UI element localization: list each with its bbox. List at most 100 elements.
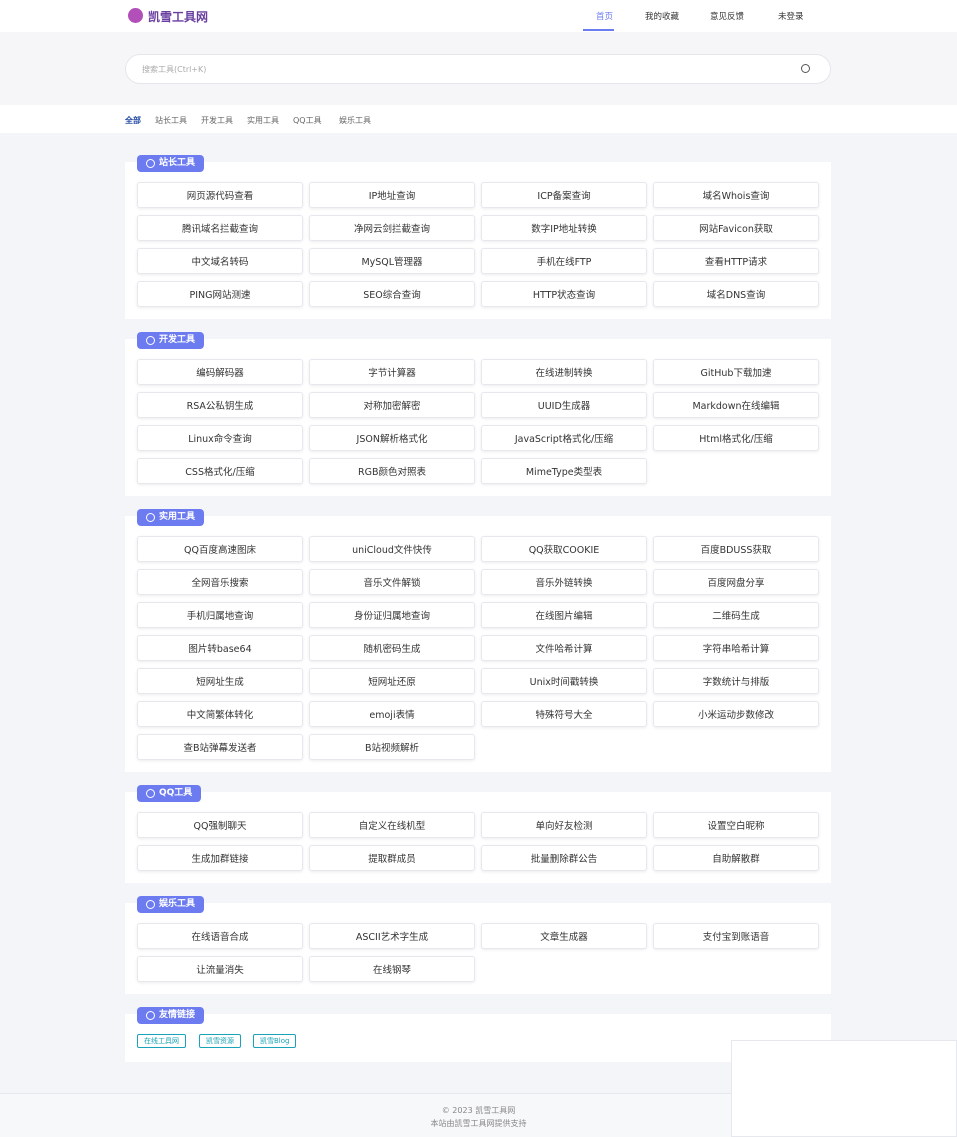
tool-button[interactable]: JSON解析格式化 xyxy=(309,425,475,451)
tool-button[interactable]: emoji表情 xyxy=(309,701,475,727)
overlay-panel xyxy=(731,1040,957,1137)
tool-button[interactable]: HTTP状态查询 xyxy=(481,281,647,307)
tool-button[interactable]: ASCII艺术字生成 xyxy=(309,923,475,949)
tab[interactable]: 娱乐工具 xyxy=(339,116,371,125)
tool-button[interactable]: 对称加密解密 xyxy=(309,392,475,418)
tool-button[interactable]: 百度网盘分享 xyxy=(653,569,819,595)
tool-button[interactable]: 自定义在线机型 xyxy=(309,812,475,838)
tool-button[interactable]: CSS格式化/压缩 xyxy=(137,458,303,484)
search-box[interactable]: 搜索工具(Ctrl+K) xyxy=(125,54,831,84)
nav-item[interactable]: 未登录 xyxy=(778,12,804,22)
tool-button[interactable]: 图片转base64 xyxy=(137,635,303,661)
nav-active xyxy=(583,29,614,31)
tool-button[interactable]: 百度BDUSS获取 xyxy=(653,536,819,562)
tool-button[interactable]: 中文简繁体转化 xyxy=(137,701,303,727)
tool-button[interactable]: 特殊符号大全 xyxy=(481,701,647,727)
tool-button[interactable]: 字节计算器 xyxy=(309,359,475,385)
tool-button[interactable]: 中文域名转码 xyxy=(137,248,303,274)
tool-button[interactable]: 查B站弹幕发送者 xyxy=(137,734,303,760)
tool-button[interactable]: ICP备案查询 xyxy=(481,182,647,208)
tool-button[interactable]: 文章生成器 xyxy=(481,923,647,949)
tool-button[interactable]: 身份证归属地查询 xyxy=(309,602,475,628)
logo-icon xyxy=(128,8,143,23)
tool-button[interactable]: 小米运动步数修改 xyxy=(653,701,819,727)
tool-button[interactable]: 网站Favicon获取 xyxy=(653,215,819,241)
tool-button[interactable]: QQ百度高速图床 xyxy=(137,536,303,562)
footer-line: © 2023 凯雪工具网 xyxy=(441,1106,516,1115)
tool-button[interactable]: 全网音乐搜索 xyxy=(137,569,303,595)
logo[interactable]: 凯雪工具网 xyxy=(148,10,209,24)
tool-button[interactable]: 短网址生成 xyxy=(137,668,303,694)
tool-button[interactable]: MimeType类型表 xyxy=(481,458,647,484)
tool-button[interactable]: 短网址还原 xyxy=(309,668,475,694)
tool-button[interactable]: 自助解散群 xyxy=(653,845,819,871)
tool-button[interactable]: SEO综合查询 xyxy=(309,281,475,307)
section-title: 站长工具 xyxy=(137,155,205,172)
tool-button[interactable]: 随机密码生成 xyxy=(309,635,475,661)
tool-button[interactable]: JavaScript格式化/压缩 xyxy=(481,425,647,451)
links-card xyxy=(125,1014,831,1062)
tool-button[interactable]: RSA公私钥生成 xyxy=(137,392,303,418)
tool-button[interactable]: RGB颜色对照表 xyxy=(309,458,475,484)
tool-button[interactable]: GitHub下载加速 xyxy=(653,359,819,385)
tool-button[interactable]: 批量删除群公告 xyxy=(481,845,647,871)
tool-button[interactable]: 提取群成员 xyxy=(309,845,475,871)
tool-button[interactable]: 腾讯域名拦截查询 xyxy=(137,215,303,241)
tool-button[interactable]: UUID生成器 xyxy=(481,392,647,418)
tool-button[interactable]: 字数统计与排版 xyxy=(653,668,819,694)
tab[interactable]: 开发工具 xyxy=(201,116,233,125)
section-title: 开发工具 xyxy=(137,332,205,349)
search-icon xyxy=(801,64,810,73)
section-title: QQ工具 xyxy=(137,785,202,802)
tool-button[interactable]: 让流量消失 xyxy=(137,956,303,982)
tool-button[interactable]: 生成加群链接 xyxy=(137,845,303,871)
nav-item[interactable]: 我的收藏 xyxy=(645,12,680,22)
tool-button[interactable]: 字符串哈希计算 xyxy=(653,635,819,661)
tool-button[interactable]: 域名DNS查询 xyxy=(653,281,819,307)
tool-button[interactable]: 手机在线FTP xyxy=(481,248,647,274)
tool-button[interactable]: PING网站测速 xyxy=(137,281,303,307)
tool-button[interactable]: uniCloud文件快传 xyxy=(309,536,475,562)
tool-button[interactable]: 文件哈希计算 xyxy=(481,635,647,661)
tool-button[interactable]: 在线语音合成 xyxy=(137,923,303,949)
tool-button[interactable]: B站视频解析 xyxy=(309,734,475,760)
footer-line: 本站由凯雪工具网提供支持 xyxy=(430,1119,527,1128)
tool-button[interactable]: 在线图片编辑 xyxy=(481,602,647,628)
tool-button[interactable]: 音乐外链转换 xyxy=(481,569,647,595)
tool-button[interactable]: Linux命令查询 xyxy=(137,425,303,451)
tool-button[interactable]: 查看HTTP请求 xyxy=(653,248,819,274)
tool-button[interactable]: 单向好友检测 xyxy=(481,812,647,838)
tool-button[interactable]: 编码解码器 xyxy=(137,359,303,385)
tab[interactable]: 站长工具 xyxy=(155,116,187,125)
tool-button[interactable]: QQ获取COOKIE xyxy=(481,536,647,562)
nav-item[interactable]: 意见反馈 xyxy=(710,12,745,22)
hero: 搜索工具(Ctrl+K) xyxy=(0,32,957,105)
nav-item[interactable]: 首页 xyxy=(596,12,614,22)
tool-button[interactable]: 设置空白昵称 xyxy=(653,812,819,838)
tool-button[interactable]: 域名Whois查询 xyxy=(653,182,819,208)
tool-button[interactable]: Html格式化/压缩 xyxy=(653,425,819,451)
tool-button[interactable]: 数字IP地址转换 xyxy=(481,215,647,241)
tool-button[interactable]: QQ强制聊天 xyxy=(137,812,303,838)
tab[interactable]: 全部 xyxy=(125,116,141,125)
tool-button[interactable]: 支付宝到账语音 xyxy=(653,923,819,949)
tool-button[interactable]: 在线钢琴 xyxy=(309,956,475,982)
friend-link[interactable]: 凯雪Blog xyxy=(253,1034,297,1048)
tool-button[interactable]: 网页源代码查看 xyxy=(137,182,303,208)
tool-button[interactable]: 手机归属地查询 xyxy=(137,602,303,628)
tool-button[interactable]: 在线进制转换 xyxy=(481,359,647,385)
tool-button[interactable]: MySQL管理器 xyxy=(309,248,475,274)
tool-button[interactable]: IP地址查询 xyxy=(309,182,475,208)
section-title: 实用工具 xyxy=(137,509,205,526)
tool-button[interactable]: Markdown在线编辑 xyxy=(653,392,819,418)
tool-button[interactable]: 二维码生成 xyxy=(653,602,819,628)
tab[interactable]: QQ工具 xyxy=(293,116,322,125)
friend-link[interactable]: 在线工具网 xyxy=(137,1034,186,1048)
tab-bar: 全部 站长工具 开发工具 实用工具 QQ工具 娱乐工具 xyxy=(0,105,957,133)
tool-button[interactable]: 净网云剑拦截查询 xyxy=(309,215,475,241)
friend-link[interactable]: 凯雪资源 xyxy=(199,1034,241,1048)
tab[interactable]: 实用工具 xyxy=(247,116,279,125)
tool-button[interactable]: Unix时间戳转换 xyxy=(481,668,647,694)
tool-button[interactable]: 音乐文件解锁 xyxy=(309,569,475,595)
